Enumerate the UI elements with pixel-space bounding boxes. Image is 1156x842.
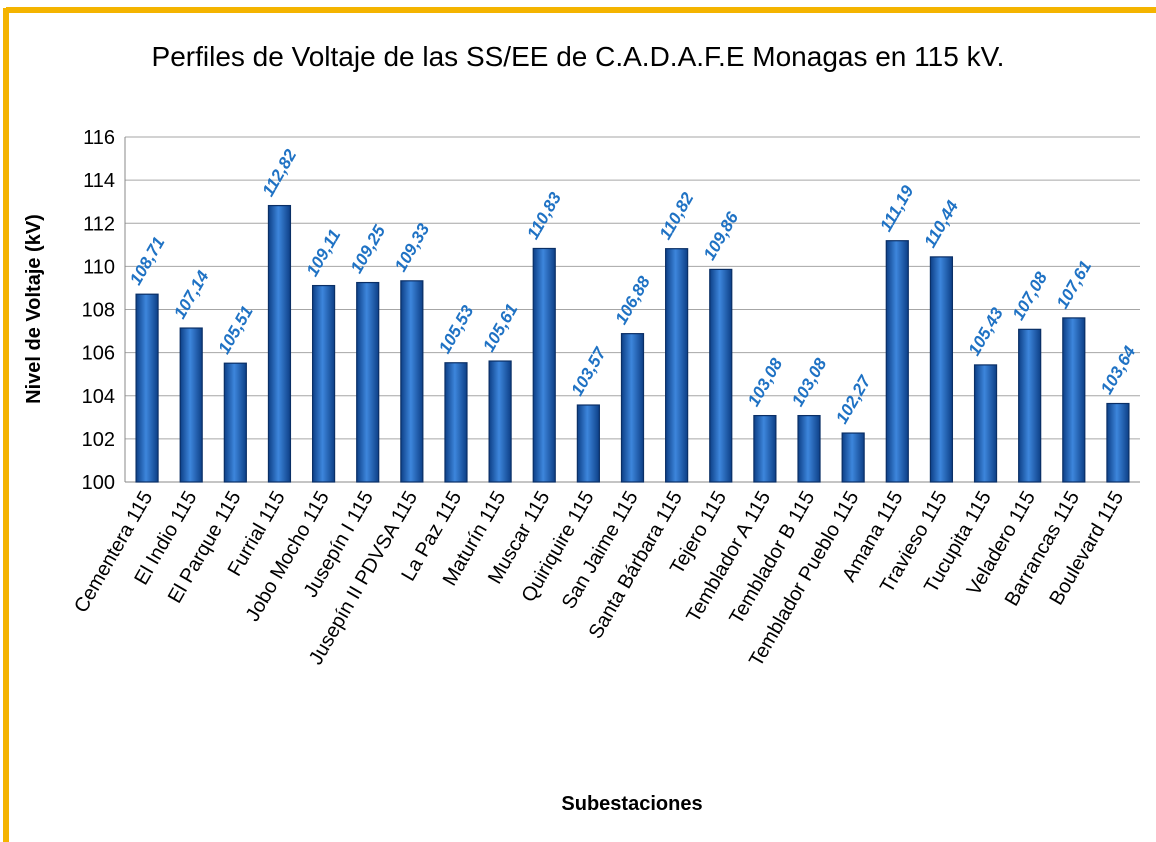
data-label: 111,19 [876, 182, 917, 235]
bar [135, 293, 159, 483]
bar [929, 256, 954, 483]
bar [797, 414, 821, 483]
data-label: 105,61 [479, 301, 521, 356]
y-tick-label: 110 [83, 256, 115, 278]
bar [444, 362, 468, 483]
data-label: 105,43 [965, 304, 1008, 359]
bar [311, 284, 336, 483]
data-label: 110,44 [920, 197, 962, 251]
data-label: 107,61 [1053, 257, 1095, 312]
bar [841, 432, 865, 483]
data-label: 109,25 [347, 222, 390, 277]
bar [973, 364, 998, 483]
data-label: 103,08 [788, 355, 831, 410]
data-label: 109,86 [700, 208, 743, 263]
bar [532, 247, 556, 483]
data-label: 102,27 [832, 371, 875, 427]
bar [1106, 402, 1130, 483]
y-tick-label: 106 [82, 343, 115, 365]
bar [400, 280, 424, 483]
x-axis-title: Subestaciones [561, 793, 702, 815]
y-tick-label: 104 [82, 386, 115, 408]
bar [179, 327, 203, 483]
data-label: 106,88 [612, 273, 655, 328]
bar [620, 333, 645, 483]
data-label: 103,64 [1097, 343, 1140, 398]
bar [1018, 328, 1042, 483]
bar [576, 404, 600, 483]
y-axis-title: Nivel de Voltaje (kV) [23, 214, 45, 404]
bar [753, 414, 777, 483]
data-label: 103,08 [744, 355, 787, 410]
bar [709, 268, 733, 483]
y-tick-label: 112 [83, 213, 115, 235]
y-tick-label: 100 [82, 472, 115, 494]
bar [223, 362, 247, 483]
bar [1062, 317, 1086, 483]
data-label: 110,82 [656, 189, 698, 243]
data-label: 112,82 [258, 146, 300, 200]
data-label: 107,14 [170, 267, 213, 322]
y-tick-label: 108 [82, 300, 115, 322]
bar [356, 281, 380, 483]
data-label: 110,83 [523, 189, 565, 243]
bar [665, 248, 689, 483]
chart-title: Perfiles de Voltaje de las SS/EE de C.A.… [151, 41, 1005, 72]
bar [488, 360, 512, 483]
y-tick-label: 116 [83, 127, 115, 149]
data-label: 103,57 [567, 343, 610, 399]
data-label: 107,08 [1009, 268, 1052, 323]
bar [885, 240, 909, 483]
data-label: 108,71 [126, 234, 168, 289]
data-label: 105,51 [214, 303, 256, 358]
y-tick-label: 114 [83, 170, 115, 192]
data-label: 105,53 [435, 302, 478, 357]
bar [267, 204, 292, 483]
y-tick-label: 102 [82, 429, 115, 451]
data-label: 109,11 [303, 226, 345, 279]
